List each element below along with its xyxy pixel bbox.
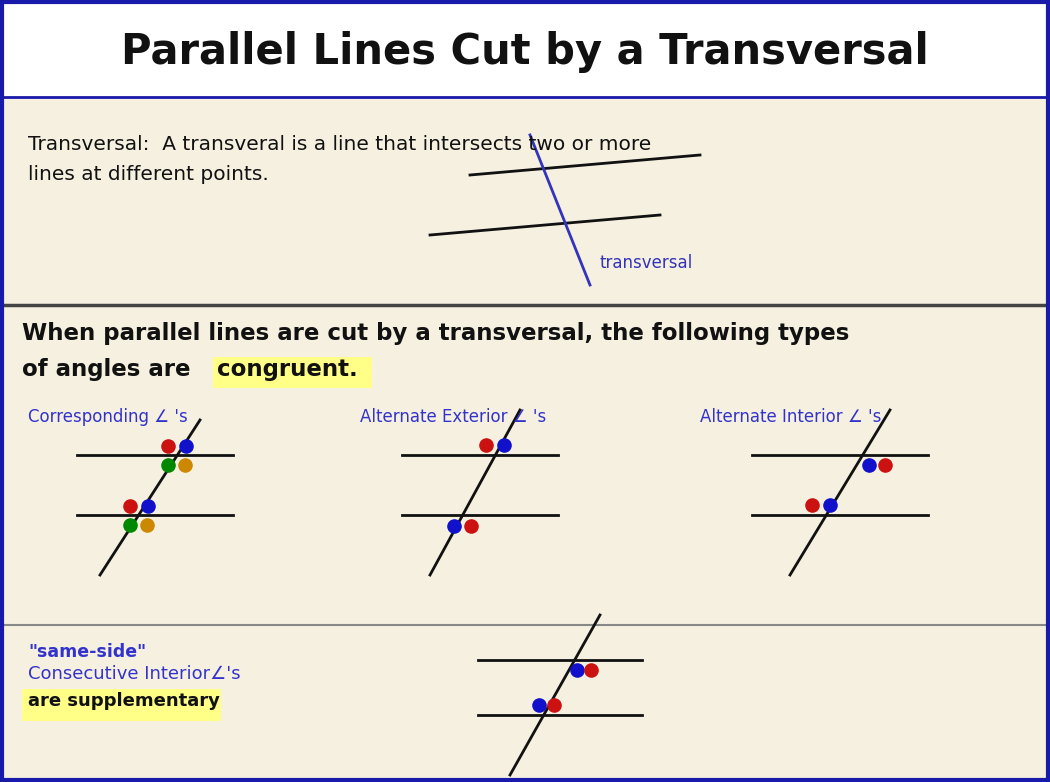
Point	[583, 664, 600, 676]
Text: When parallel lines are cut by a transversal, the following types: When parallel lines are cut by a transve…	[22, 322, 849, 345]
Point	[445, 520, 462, 533]
Text: lines at different points.: lines at different points.	[28, 165, 269, 184]
FancyBboxPatch shape	[213, 357, 372, 388]
Point	[804, 499, 821, 511]
Point	[478, 439, 495, 451]
Point	[178, 439, 195, 452]
FancyBboxPatch shape	[2, 2, 1048, 97]
Point	[122, 518, 139, 531]
Text: "same-side": "same-side"	[28, 643, 146, 661]
Point	[140, 500, 156, 512]
Point	[122, 500, 139, 512]
Point	[822, 499, 839, 511]
Point	[462, 520, 479, 533]
Text: Parallel Lines Cut by a Transversal: Parallel Lines Cut by a Transversal	[121, 31, 929, 73]
Text: Corresponding ∠ 's: Corresponding ∠ 's	[28, 408, 188, 426]
FancyBboxPatch shape	[2, 305, 1048, 625]
FancyBboxPatch shape	[2, 97, 1048, 305]
Point	[177, 459, 194, 472]
Point	[545, 699, 562, 712]
Point	[496, 439, 512, 451]
Point	[877, 459, 894, 472]
Text: Alternate Exterior ∠ 's: Alternate Exterior ∠ 's	[360, 408, 546, 426]
Text: are supplementary: are supplementary	[28, 692, 219, 710]
Point	[530, 699, 547, 712]
Point	[568, 664, 585, 676]
Text: Consecutive Interior∠'s: Consecutive Interior∠'s	[28, 665, 240, 683]
Text: Alternate Interior ∠ 's: Alternate Interior ∠ 's	[700, 408, 881, 426]
Text: transversal: transversal	[600, 254, 693, 272]
Text: of angles are: of angles are	[22, 358, 198, 381]
Point	[860, 459, 877, 472]
FancyBboxPatch shape	[22, 689, 220, 721]
FancyBboxPatch shape	[2, 625, 1048, 780]
Point	[160, 439, 176, 452]
Point	[160, 459, 176, 472]
Point	[139, 518, 155, 531]
Text: congruent.: congruent.	[217, 358, 358, 381]
Text: Transversal:  A transveral is a line that intersects two or more: Transversal: A transveral is a line that…	[28, 135, 651, 154]
